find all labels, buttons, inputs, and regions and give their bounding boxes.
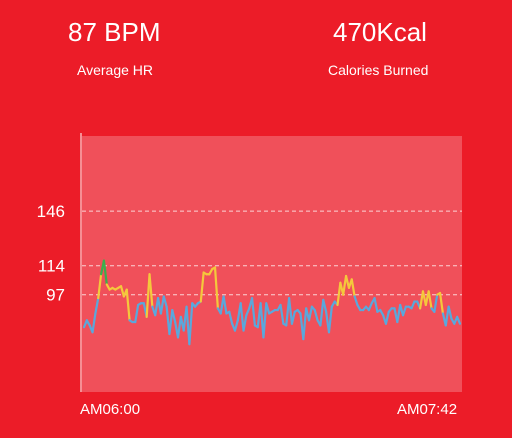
hr-line-segment [322, 298, 328, 313]
hr-line-segment [239, 302, 245, 332]
hr-line-segment [250, 297, 257, 327]
hr-line-segment [233, 319, 239, 332]
hr-line-segment [438, 291, 445, 315]
hr-line-segment [168, 308, 174, 336]
hr-line-segment [287, 297, 294, 325]
chart-series [82, 259, 462, 346]
hr-line-segment [290, 310, 296, 325]
hr-line-segment [307, 305, 313, 322]
hr-line-segment [159, 295, 165, 315]
x-tick-label-start: AM06:00 [80, 401, 141, 418]
hr-line-segment [313, 308, 319, 322]
hr-line-segment [176, 315, 182, 339]
hr-line-segment [302, 307, 308, 341]
x-tick-label-end: AM07:42 [397, 401, 458, 418]
hr-line-segment [384, 310, 390, 325]
hr-line-segment [213, 266, 219, 310]
hr-line-segment [188, 302, 194, 346]
calories-label: Calories Burned [328, 62, 429, 78]
average-hr-label: Average HR [77, 62, 154, 78]
hr-line-segment [456, 315, 462, 325]
hr-line-segment [444, 305, 450, 327]
hr-line-segment [148, 273, 154, 308]
hr-line-segment [396, 303, 402, 324]
hr-line-segment [367, 302, 373, 312]
hr-line-segment [245, 307, 251, 317]
hr-line-segment [222, 295, 228, 315]
hr-line-segment [265, 302, 271, 315]
y-tick-label-97: 97 [46, 286, 65, 305]
hr-line-segment [171, 308, 177, 324]
hr-line-segment [125, 288, 131, 322]
hr-line-segment [97, 273, 103, 300]
hr-line-segment [102, 259, 108, 286]
hr-line-segment [401, 305, 407, 317]
hr-line-segment [342, 274, 348, 296]
hr-line-segment [350, 278, 356, 298]
average-hr-value: 87 BPM [68, 17, 161, 47]
hr-line-segment [242, 314, 248, 332]
hr-line-segment [427, 290, 433, 310]
hr-line-segment [199, 271, 205, 303]
chart-plot-area [82, 136, 462, 392]
hr-line-segment [319, 298, 325, 327]
hr-line-segment [91, 312, 97, 334]
y-tick-label-114: 114 [38, 257, 65, 276]
hr-line-segment [279, 303, 285, 325]
calories-value: 470Kcal [333, 17, 427, 47]
chart-y-ticks: 146 114 97 [37, 202, 65, 305]
hr-line-segment [410, 300, 416, 310]
hr-line-segment [162, 295, 168, 308]
hr-line-segment [327, 305, 333, 334]
hr-line-segment [373, 297, 379, 313]
hr-line-segment [336, 281, 342, 307]
chart-gridlines [82, 210, 462, 296]
hr-line-segment [433, 293, 439, 313]
hr-line-segment [447, 305, 453, 320]
hr-line-segment [353, 295, 359, 307]
hr-line-segment [134, 303, 140, 324]
y-tick-label-146: 146 [37, 202, 65, 221]
hr-line-segment [94, 297, 100, 315]
hr-line-segment [228, 310, 234, 325]
hr-line-segment [262, 302, 268, 339]
